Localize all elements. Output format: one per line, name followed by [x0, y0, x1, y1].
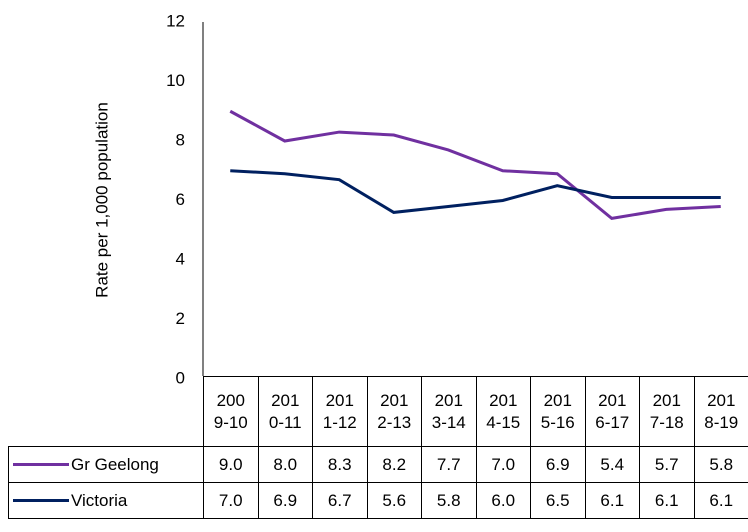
- category-cell: 2017-18: [639, 376, 695, 447]
- y-tick-label: 2: [176, 309, 185, 328]
- legend-label: Gr Geelong: [71, 454, 159, 474]
- category-cell: 2014-15: [475, 376, 531, 447]
- category-cell: 2013-14: [421, 376, 477, 447]
- value-cell-text: 7.7: [436, 454, 461, 474]
- value-cell: 5.8: [421, 482, 477, 519]
- y-tick-label: 4: [176, 249, 185, 268]
- value-cell-text: 8.2: [382, 454, 407, 474]
- value-cell: 5.6: [366, 482, 422, 519]
- category-cell-text: 2015-16: [540, 390, 575, 432]
- value-cell-text: 9.0: [218, 454, 243, 474]
- y-axis-label: Rate per 1,000 population: [92, 102, 111, 298]
- category-cell-text: 2017-18: [649, 390, 684, 432]
- y-tick-label: 12: [166, 11, 185, 30]
- y-tick-label: 0: [176, 368, 185, 387]
- value-cell: 8.0: [257, 446, 313, 483]
- category-cell-text: 2014-15: [486, 390, 521, 432]
- value-cell-text: 6.1: [709, 490, 734, 510]
- value-cell: 6.1: [693, 482, 748, 519]
- value-cell-text: 5.8: [709, 454, 734, 474]
- value-cell-text: 6.9: [273, 490, 298, 510]
- value-cell: 5.4: [584, 446, 640, 483]
- value-cell: 7.0: [203, 482, 259, 519]
- value-cell: 6.9: [257, 482, 313, 519]
- value-cell-text: 7.0: [218, 490, 243, 510]
- value-cell-text: 5.6: [382, 490, 407, 510]
- legend-swatch: [13, 463, 69, 466]
- y-tick-label: 6: [176, 190, 185, 209]
- value-cell-text: 6.1: [654, 490, 679, 510]
- category-cell-text: 2010-11: [268, 390, 302, 432]
- value-cell: 5.7: [639, 446, 695, 483]
- value-cell: 7.7: [421, 446, 477, 483]
- legend-swatch: [13, 499, 69, 502]
- category-cell: 2009-10: [203, 376, 259, 447]
- series-line: [229, 109, 721, 220]
- legend-cell[interactable]: Victoria: [8, 482, 204, 519]
- category-cell-text: 2012-13: [377, 390, 412, 432]
- value-cell-text: 8.0: [273, 454, 298, 474]
- value-cell: 8.2: [366, 446, 422, 483]
- value-cell: 5.8: [693, 446, 748, 483]
- legend-label: Victoria: [71, 490, 128, 510]
- category-cell: 2018-19: [693, 376, 748, 447]
- value-cell-text: 6.5: [545, 490, 570, 510]
- value-cell-text: 8.3: [327, 454, 352, 474]
- category-cell-text: 2018-19: [704, 390, 739, 432]
- value-cell: 6.0: [475, 482, 531, 519]
- value-cell: 6.5: [530, 482, 586, 519]
- category-cell-text: 2016-17: [595, 390, 630, 432]
- legend-cell[interactable]: Gr Geelong: [8, 446, 204, 483]
- value-cell-text: 6.9: [545, 454, 570, 474]
- y-tick-label: 8: [176, 130, 185, 149]
- value-cell-text: 7.0: [491, 454, 516, 474]
- category-cell: 2016-17: [584, 376, 640, 447]
- value-cell: 8.3: [312, 446, 368, 483]
- y-tick-label: 10: [166, 71, 185, 90]
- value-cell-text: 6.7: [327, 490, 352, 510]
- value-cell-text: 6.0: [491, 490, 516, 510]
- category-cell: 2011-12: [312, 376, 368, 447]
- value-cell: 6.9: [530, 446, 586, 483]
- value-cell-text: 6.1: [600, 490, 625, 510]
- value-cell: 7.0: [475, 446, 531, 483]
- series-line: [230, 169, 721, 214]
- value-cell: 9.0: [203, 446, 259, 483]
- value-cell: 6.1: [584, 482, 640, 519]
- category-cell: 2012-13: [366, 376, 422, 447]
- category-cell: 2015-16: [530, 376, 586, 447]
- value-cell-text: 5.7: [654, 454, 679, 474]
- value-cell: 6.1: [639, 482, 695, 519]
- category-cell-text: 2009-10: [213, 390, 248, 432]
- value-cell-text: 5.4: [600, 454, 625, 474]
- category-cell-text: 2013-14: [431, 390, 466, 432]
- category-cell: 2010-11: [257, 376, 313, 447]
- category-cell-text: 2011-12: [322, 390, 357, 432]
- value-cell: 6.7: [312, 482, 368, 519]
- value-cell-text: 5.8: [436, 490, 461, 510]
